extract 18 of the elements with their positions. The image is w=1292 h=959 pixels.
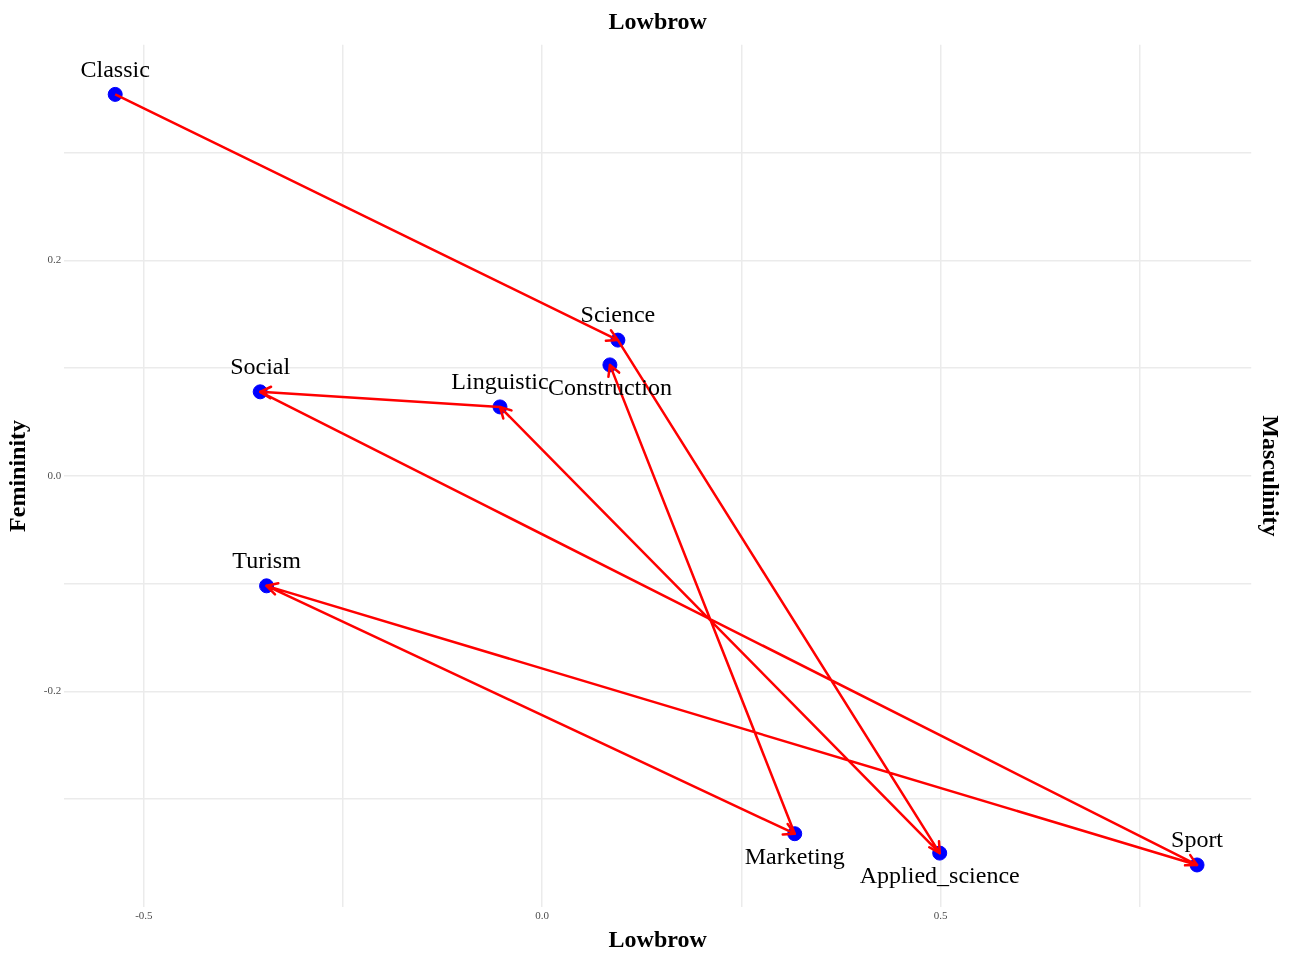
annotation: Social [230, 353, 291, 380]
y-axis-title: Femininity [3, 419, 30, 532]
annotation: Turism [232, 547, 302, 574]
x-tick-label: 0.5 [933, 909, 948, 922]
y-tick-label: 0.2 [47, 253, 62, 266]
annotation: Classic [80, 55, 150, 82]
annotation: Science [580, 301, 656, 328]
y-tick-label: -0.2 [43, 684, 62, 697]
annotation: Sport [1171, 826, 1224, 853]
annotation: Marketing [744, 843, 845, 870]
y2-axis-title: Masculinity [1258, 415, 1285, 537]
y-tick-label: 0.0 [47, 468, 62, 481]
x-axis-title: Lowbrow [608, 925, 708, 952]
annotation: Applied_science [859, 862, 1020, 889]
x-tick-label: -0.5 [135, 909, 154, 922]
annotation: Linguistic [451, 368, 549, 395]
x2-axis-title: Lowbrow [608, 7, 708, 34]
x-tick-label: 0.0 [535, 909, 550, 922]
